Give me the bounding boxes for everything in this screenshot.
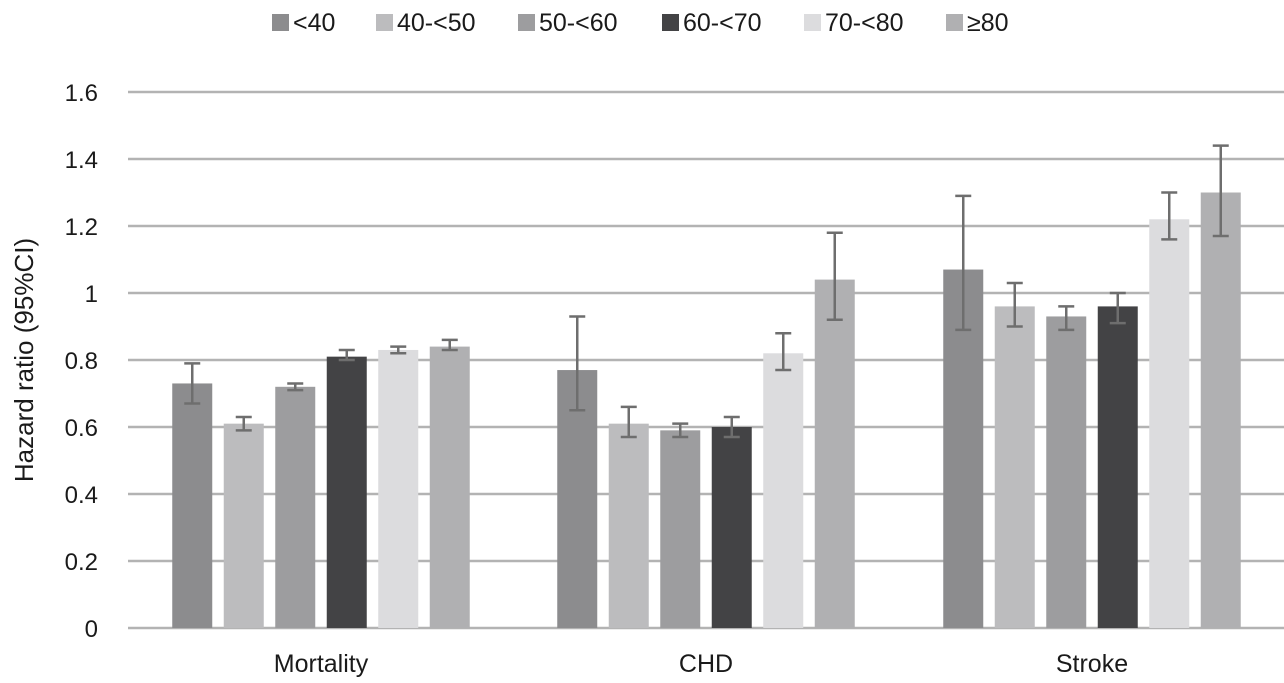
bar <box>378 349 419 628</box>
legend-label: 50-<60 <box>539 9 618 37</box>
bar <box>763 353 804 628</box>
bar <box>326 356 367 628</box>
legend-label: ≥80 <box>967 9 1009 37</box>
y-axis-title: Hazard ratio (95%CI) <box>9 238 39 482</box>
legend-swatch <box>518 14 535 31</box>
bar <box>275 386 316 628</box>
y-tick-label: 0.2 <box>65 549 98 576</box>
y-tick-label: 1.6 <box>65 80 98 107</box>
legend-label: 40-<50 <box>397 9 476 37</box>
y-tick-label: 1.2 <box>65 214 98 241</box>
error-bars <box>184 144 1229 439</box>
y-tick-label: 0 <box>85 616 98 643</box>
legend: <40 40-<50 50-<60 60-<70 70-<80 ≥80 <box>272 9 1009 37</box>
x-category-label: Stroke <box>1056 650 1128 678</box>
bar <box>557 370 598 628</box>
bar <box>660 430 701 628</box>
y-tick-label: 0.8 <box>65 348 98 375</box>
bar <box>223 423 264 628</box>
legend-swatch <box>376 14 393 31</box>
bar <box>172 383 213 628</box>
x-category-label: CHD <box>679 650 733 678</box>
x-axis-labels: Mortality CHD Stroke <box>274 650 1128 678</box>
y-tick-label: 1.4 <box>65 147 98 174</box>
bar <box>1097 306 1138 628</box>
legend-label: 60-<70 <box>683 9 762 37</box>
bar <box>994 306 1035 628</box>
legend-swatch <box>272 14 289 31</box>
bars <box>172 192 1241 629</box>
y-tick-label: 1 <box>85 281 98 308</box>
legend-swatch <box>662 14 679 31</box>
bar <box>1200 192 1241 628</box>
y-tick-label: 0.4 <box>65 482 98 509</box>
legend-label: <40 <box>293 9 335 37</box>
x-category-label: Mortality <box>274 650 369 678</box>
legend-label: 70-<80 <box>825 9 904 37</box>
bar <box>814 279 855 628</box>
bar <box>1046 316 1087 628</box>
legend-swatch <box>804 14 821 31</box>
gridlines <box>128 90 1284 630</box>
y-axis-ticks: 0 0.2 0.4 0.6 0.8 1 1.2 1.4 1.6 <box>65 80 98 643</box>
y-tick-label: 0.6 <box>65 415 98 442</box>
bar <box>1149 219 1190 629</box>
bar <box>711 427 752 628</box>
bar <box>608 423 649 628</box>
bar <box>429 346 470 628</box>
legend-swatch <box>946 14 963 31</box>
